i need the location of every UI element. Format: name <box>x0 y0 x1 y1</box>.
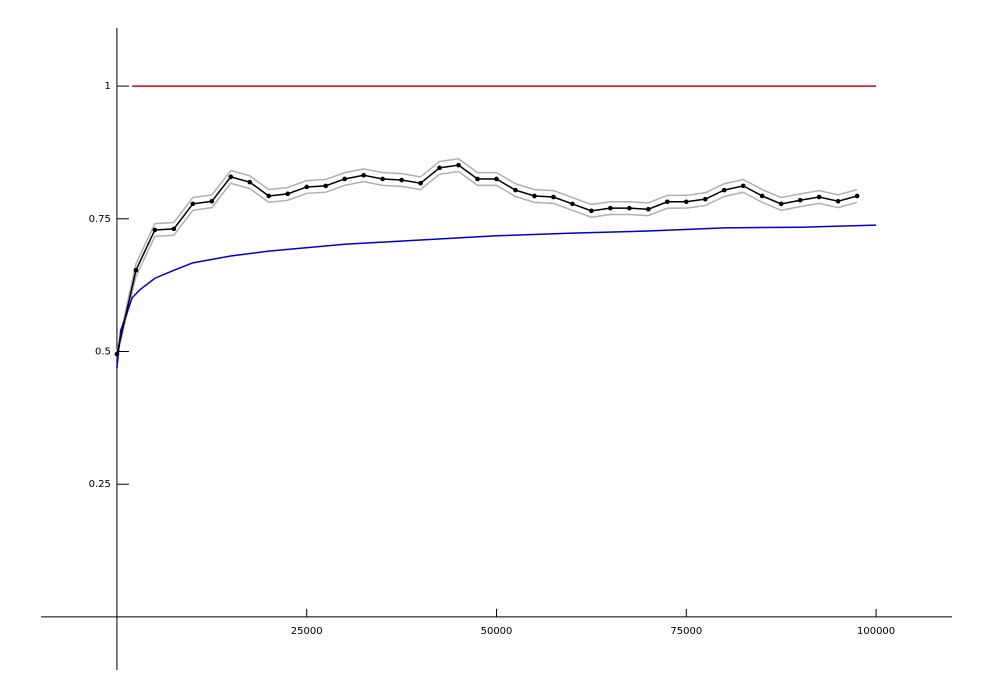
point <box>361 172 366 178</box>
point <box>209 198 215 204</box>
point <box>171 226 177 232</box>
point <box>114 351 120 357</box>
point <box>513 187 518 193</box>
point <box>627 205 632 211</box>
series-line <box>116 224 877 369</box>
point <box>551 194 556 200</box>
point <box>835 198 841 204</box>
point <box>399 177 404 183</box>
point <box>323 183 328 189</box>
x-tick-label: 75000 <box>670 626 702 637</box>
point <box>437 165 442 171</box>
point <box>494 176 499 182</box>
point <box>797 197 803 203</box>
point <box>152 227 158 233</box>
point <box>646 206 651 212</box>
point <box>456 162 461 168</box>
point <box>816 194 822 200</box>
x-tick-label: 25000 <box>291 626 323 637</box>
point <box>475 176 480 182</box>
point <box>342 176 347 182</box>
point <box>133 267 139 273</box>
y-tick-label: 1 <box>105 81 111 92</box>
point <box>702 196 708 202</box>
point <box>854 193 860 199</box>
y-tick-label: 0.5 <box>95 347 111 358</box>
point <box>266 193 272 199</box>
point <box>759 193 765 199</box>
x-tick-label: 100000 <box>857 626 895 637</box>
point <box>380 176 385 182</box>
series-line <box>116 164 858 355</box>
point <box>778 201 784 207</box>
point <box>304 184 310 190</box>
point <box>285 191 291 197</box>
point <box>532 193 537 199</box>
point <box>570 201 575 207</box>
series-line <box>116 158 858 352</box>
point <box>228 174 234 180</box>
point <box>683 199 689 205</box>
point <box>589 208 594 214</box>
x-tick-label: 50000 <box>481 626 513 637</box>
point <box>721 187 727 193</box>
point <box>190 201 196 207</box>
point <box>418 180 423 186</box>
y-tick-label: 0.25 <box>89 479 111 490</box>
y-tick-label: 0.75 <box>89 214 111 225</box>
point <box>608 205 613 211</box>
series-line <box>116 170 858 357</box>
point <box>740 183 746 189</box>
point <box>247 179 253 185</box>
point <box>665 199 670 205</box>
